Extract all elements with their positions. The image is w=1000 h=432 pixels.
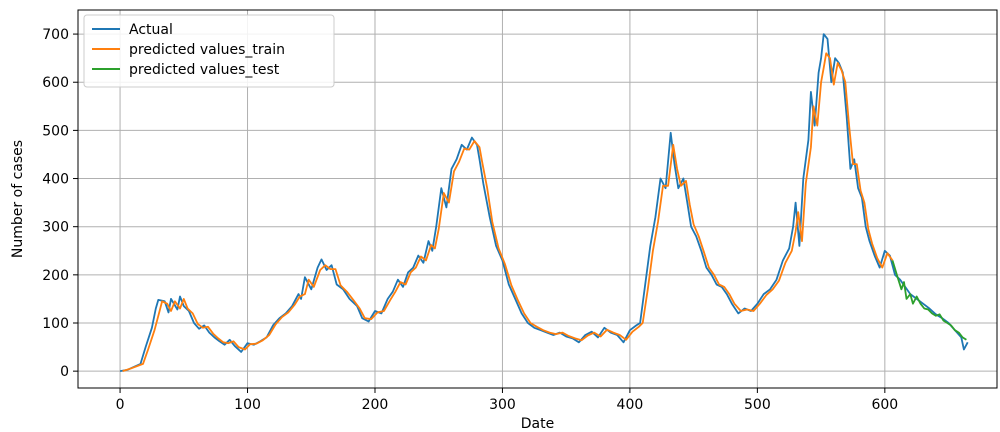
- y-tick-label: 600: [42, 75, 69, 91]
- y-tick-label: 400: [42, 172, 69, 188]
- legend-entry: Actual: [129, 22, 173, 38]
- series-line-2: [122, 52, 894, 372]
- legend: Actual predicted values_train predicted va…: [83, 14, 335, 88]
- legend-entry: predicted values_test: [129, 62, 280, 78]
- series-line-3: [891, 260, 967, 341]
- x-tick-label: 200: [362, 397, 389, 413]
- legend-box: [83, 14, 335, 88]
- x-tick-label: 0: [116, 397, 125, 413]
- y-tick-label: 0: [60, 364, 69, 380]
- x-axis-label: Date: [521, 416, 554, 432]
- axis-ticks: 0 100 200 300 400 500 600 0 100 200 300 400 500 600 70…: [42, 27, 898, 413]
- y-axis-label: Number of cases: [10, 140, 26, 258]
- y-tick-label: 100: [42, 316, 69, 332]
- y-tick-label: 500: [42, 123, 69, 139]
- legend-entry: predicted values_train: [129, 42, 285, 58]
- x-tick-label: 100: [234, 397, 261, 413]
- x-tick-label: 300: [489, 397, 516, 413]
- y-tick-label: 700: [42, 27, 69, 43]
- x-tick-label: 600: [871, 397, 898, 413]
- x-tick-label: 500: [744, 397, 771, 413]
- y-tick-label: 300: [42, 220, 69, 236]
- x-tick-label: 400: [617, 397, 644, 413]
- axes-frame: [77, 9, 998, 389]
- series-layer: [119, 33, 969, 372]
- y-tick-label: 200: [42, 268, 69, 284]
